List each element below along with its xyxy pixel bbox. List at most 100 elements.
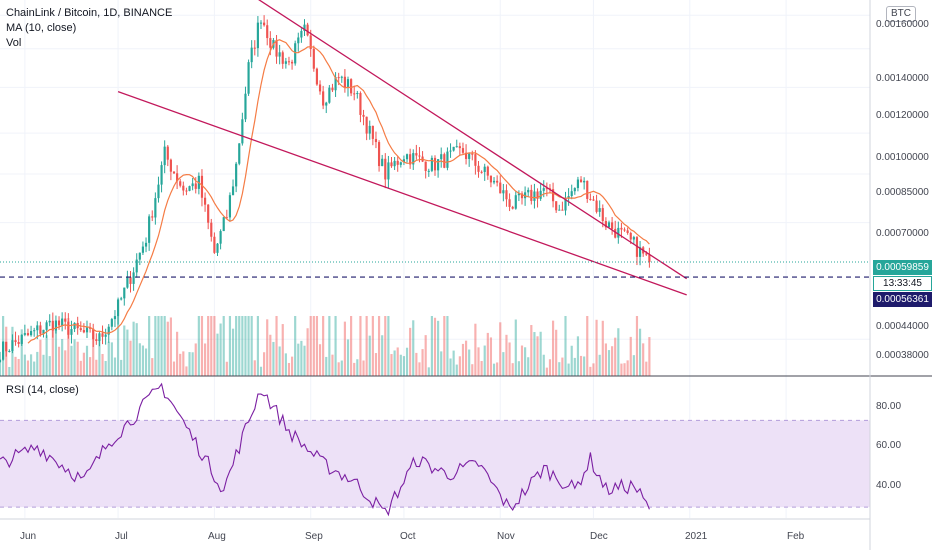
candle-body bbox=[393, 160, 396, 167]
volume-bar bbox=[275, 316, 278, 376]
volume-bar bbox=[64, 350, 67, 376]
volume-bar bbox=[120, 359, 123, 376]
volume-bar bbox=[424, 335, 427, 376]
volume-bar bbox=[182, 351, 185, 376]
volume-bar bbox=[570, 345, 573, 376]
volume-bar bbox=[427, 367, 430, 376]
rsi-legend[interactable]: RSI (14, close) bbox=[6, 384, 79, 396]
volume-bar bbox=[527, 357, 530, 376]
candle-body bbox=[402, 159, 406, 163]
currency-badge[interactable]: BTC bbox=[886, 6, 916, 22]
volume-bar bbox=[635, 316, 639, 376]
candle-body bbox=[160, 165, 163, 185]
candle-body bbox=[250, 47, 253, 63]
volume-bar bbox=[73, 339, 76, 376]
candle-body bbox=[468, 153, 471, 159]
volume-bar bbox=[558, 362, 561, 376]
volume-bar bbox=[638, 328, 642, 376]
volume-bar bbox=[539, 331, 542, 376]
volume-bar bbox=[443, 316, 446, 376]
volume-bar bbox=[42, 354, 45, 376]
volume-bar bbox=[26, 360, 30, 376]
candle-body bbox=[73, 322, 76, 330]
volume-bar bbox=[359, 316, 362, 376]
candle-body bbox=[583, 180, 586, 183]
candle-body bbox=[573, 188, 576, 192]
volume-bar bbox=[514, 319, 517, 376]
volume-bar bbox=[113, 357, 117, 376]
volume-bar bbox=[300, 340, 303, 376]
candle-body bbox=[461, 148, 465, 153]
candle-body bbox=[300, 30, 303, 38]
volume-bar bbox=[437, 320, 440, 376]
candle-body bbox=[381, 158, 384, 167]
volume-bar bbox=[166, 321, 169, 376]
volume-bar bbox=[564, 316, 567, 376]
volume-bar bbox=[278, 346, 281, 376]
candle-body bbox=[412, 153, 415, 165]
volume-bar bbox=[483, 345, 486, 376]
candle-body bbox=[110, 319, 113, 327]
candle-body bbox=[343, 76, 346, 88]
candle-body bbox=[194, 183, 197, 189]
volume-bar bbox=[390, 354, 393, 376]
volume-bar bbox=[365, 316, 368, 376]
volume-bar bbox=[98, 340, 101, 376]
candle-body bbox=[396, 160, 399, 165]
time-label: Jun bbox=[20, 531, 37, 542]
candle-body bbox=[163, 146, 166, 166]
candlesticks bbox=[0, 15, 651, 363]
candle-body bbox=[138, 252, 141, 260]
candle-body bbox=[51, 320, 54, 331]
candle-body bbox=[576, 179, 580, 189]
time-label: Aug bbox=[208, 531, 226, 542]
candle-body bbox=[337, 77, 340, 79]
candle-body bbox=[85, 327, 89, 333]
volume-bar bbox=[259, 366, 263, 376]
candle-body bbox=[144, 242, 148, 247]
last-price-tag: 0.00059859 bbox=[873, 260, 932, 275]
volume-bar bbox=[284, 353, 287, 376]
candle-body bbox=[387, 162, 390, 180]
volume-bar bbox=[269, 334, 272, 376]
volume-bar bbox=[126, 329, 129, 376]
candle-body bbox=[632, 237, 635, 240]
volume-bar bbox=[8, 366, 11, 376]
candle-body bbox=[589, 198, 592, 200]
candle-body bbox=[611, 222, 614, 229]
candle-body bbox=[14, 340, 17, 343]
volume-bar bbox=[138, 343, 141, 376]
candle-body bbox=[645, 253, 648, 255]
volume-bar bbox=[45, 335, 48, 376]
symbol-legend[interactable]: ChainLink / Bitcoin, 1D, BINANCE bbox=[6, 7, 173, 19]
volume-bar bbox=[148, 316, 151, 376]
ma-legend[interactable]: MA (10, close) bbox=[6, 22, 77, 34]
volume-bar bbox=[160, 316, 163, 376]
volume-bar bbox=[328, 316, 331, 376]
candle-body bbox=[253, 47, 256, 49]
candle-body bbox=[312, 49, 315, 69]
candle-body bbox=[238, 143, 241, 164]
volume-bar bbox=[228, 316, 232, 376]
candle-body bbox=[499, 182, 502, 194]
volume-bar bbox=[281, 324, 284, 376]
candle-body bbox=[222, 217, 225, 232]
candle-body bbox=[172, 171, 176, 174]
volume-bar bbox=[67, 318, 70, 376]
volume-bar bbox=[433, 317, 437, 376]
volume-legend[interactable]: Vol bbox=[6, 37, 22, 49]
volume-bar bbox=[396, 347, 399, 376]
candle-body bbox=[79, 328, 82, 331]
candle-body bbox=[648, 254, 651, 262]
volume-bar bbox=[350, 316, 353, 376]
volume-bar bbox=[474, 323, 477, 376]
volume-bar bbox=[210, 316, 213, 376]
candle-body bbox=[536, 191, 539, 199]
volume-bar bbox=[104, 360, 107, 376]
volume-bar bbox=[322, 316, 325, 376]
candle-body bbox=[225, 217, 228, 219]
volume-bar bbox=[85, 345, 89, 376]
candle-body bbox=[638, 247, 642, 257]
candle-body bbox=[545, 188, 548, 190]
